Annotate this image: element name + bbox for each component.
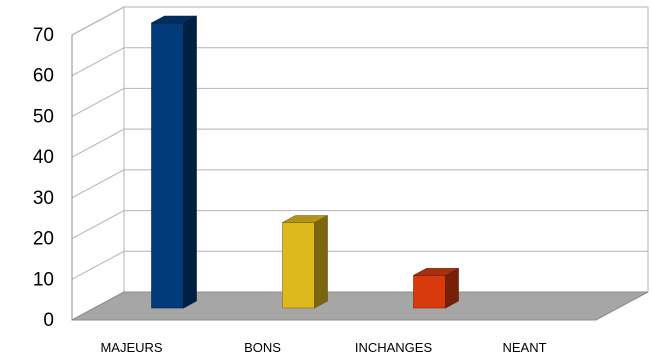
x-axis: MAJEURS BONS INCHANGES NEANT bbox=[100, 340, 546, 355]
x-tick-label: MAJEURS bbox=[100, 340, 162, 355]
bar-bons bbox=[282, 214, 328, 309]
gridline-side-40 bbox=[71, 128, 125, 158]
gridline-side-10 bbox=[71, 250, 125, 280]
y-tick-label: 70 bbox=[33, 25, 54, 46]
bars bbox=[151, 15, 459, 309]
y-tick-label: 20 bbox=[33, 229, 54, 250]
x-tick-label: NEANT bbox=[502, 340, 546, 355]
x-tick-label: BONS bbox=[244, 340, 281, 355]
side-wall bbox=[71, 6, 125, 321]
y-tick-label: 10 bbox=[33, 269, 54, 290]
gridline-side-20 bbox=[71, 210, 125, 240]
bar-majeurs bbox=[151, 15, 197, 309]
chart-walls bbox=[71, 6, 649, 321]
bar-inchanges bbox=[413, 267, 459, 309]
gridline-side-60 bbox=[71, 47, 125, 77]
back-wall bbox=[123, 6, 649, 293]
bar-top bbox=[413, 268, 459, 276]
y-tick-label: 40 bbox=[33, 147, 54, 168]
chart-floor bbox=[71, 291, 649, 321]
floor-plane bbox=[71, 291, 649, 321]
gridline-side-30 bbox=[71, 169, 125, 199]
bar-side bbox=[314, 214, 328, 309]
gridlines bbox=[71, 6, 648, 280]
x-tick-label: INCHANGES bbox=[355, 340, 433, 355]
y-tick-label: 60 bbox=[33, 66, 54, 87]
bar-front bbox=[282, 222, 315, 309]
gridline-side-70 bbox=[71, 6, 125, 36]
bar-top bbox=[282, 215, 328, 223]
bar-top bbox=[151, 15, 197, 24]
bar-front bbox=[151, 22, 184, 309]
y-tick-label: 50 bbox=[33, 106, 54, 127]
bar-side bbox=[183, 15, 197, 309]
y-tick-label: 0 bbox=[43, 310, 54, 331]
gridline-side-50 bbox=[71, 87, 125, 117]
y-axis: 0 10 20 30 40 50 60 70 bbox=[33, 25, 73, 331]
bar-front bbox=[413, 275, 446, 309]
y-tick-label: 30 bbox=[33, 188, 54, 209]
